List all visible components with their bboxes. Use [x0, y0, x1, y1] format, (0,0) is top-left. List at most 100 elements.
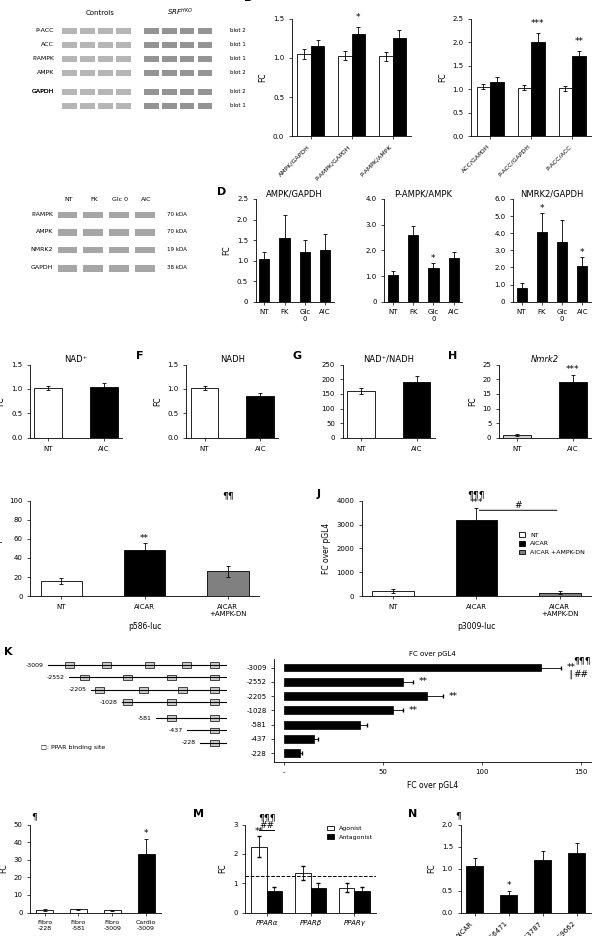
- Bar: [116, 89, 131, 95]
- Y-axis label: FC: FC: [153, 397, 162, 406]
- Title: AMPK/GAPDH: AMPK/GAPDH: [267, 189, 323, 198]
- Text: K: K: [4, 647, 13, 657]
- Bar: [568, 853, 585, 913]
- Bar: [137, 855, 154, 913]
- Text: *: *: [144, 829, 148, 838]
- Y-axis label: FC: FC: [223, 245, 231, 256]
- Bar: [104, 911, 121, 913]
- Text: ¶¶¶: ¶¶¶: [468, 490, 485, 499]
- Text: #: #: [514, 501, 522, 510]
- Y-axis label: FC: FC: [468, 397, 477, 406]
- Text: GAPDH: GAPDH: [32, 89, 54, 94]
- Bar: [135, 212, 155, 218]
- Bar: [180, 56, 194, 63]
- Bar: [167, 715, 176, 721]
- Legend: NT, AICAR, AICAR +AMPK-DN: NT, AICAR, AICAR +AMPK-DN: [517, 530, 588, 558]
- Bar: [210, 675, 219, 680]
- Bar: [124, 550, 165, 596]
- Text: ¶¶¶: ¶¶¶: [258, 813, 276, 822]
- Bar: [531, 42, 545, 136]
- Y-axis label: FC: FC: [438, 73, 447, 82]
- Bar: [83, 246, 103, 254]
- Bar: [144, 42, 159, 49]
- Text: AIC: AIC: [140, 197, 151, 202]
- Bar: [135, 265, 155, 271]
- Bar: [259, 258, 270, 301]
- Bar: [116, 70, 131, 77]
- Text: NT: NT: [64, 197, 72, 202]
- Text: AMPK: AMPK: [36, 229, 53, 234]
- Bar: [144, 56, 159, 63]
- Bar: [57, 212, 77, 218]
- Bar: [311, 887, 326, 913]
- Text: -2205: -2205: [69, 687, 87, 693]
- Bar: [558, 88, 572, 136]
- Bar: [135, 246, 155, 254]
- Text: blot 2: blot 2: [230, 70, 245, 75]
- Text: AMPK: AMPK: [37, 70, 54, 75]
- Text: D: D: [216, 186, 226, 197]
- Bar: [285, 735, 314, 743]
- Bar: [210, 699, 219, 705]
- Bar: [36, 910, 53, 913]
- Bar: [180, 89, 194, 95]
- Bar: [57, 246, 77, 254]
- Bar: [116, 28, 131, 35]
- Text: GAPDH: GAPDH: [32, 89, 54, 94]
- Text: Glc 0: Glc 0: [112, 197, 128, 202]
- Bar: [162, 103, 177, 110]
- Bar: [539, 592, 581, 596]
- Bar: [180, 70, 194, 77]
- Bar: [449, 258, 459, 301]
- Text: G: G: [292, 351, 302, 361]
- Text: **: **: [449, 692, 458, 700]
- Bar: [65, 663, 74, 668]
- Text: 70 kDA: 70 kDA: [167, 212, 187, 217]
- Bar: [456, 519, 497, 596]
- Bar: [98, 103, 113, 110]
- Bar: [101, 663, 111, 668]
- Bar: [98, 70, 113, 77]
- Bar: [109, 212, 129, 218]
- Bar: [517, 288, 526, 301]
- Bar: [285, 692, 427, 700]
- Bar: [557, 241, 567, 301]
- Bar: [162, 28, 177, 35]
- Text: *: *: [507, 882, 511, 890]
- Bar: [251, 846, 267, 913]
- X-axis label: p3009-luc: p3009-luc: [457, 622, 496, 632]
- Bar: [109, 229, 129, 236]
- Title: NADH: NADH: [220, 355, 245, 364]
- Bar: [80, 675, 89, 680]
- Bar: [198, 28, 212, 35]
- Text: $SRF^{HKO}$: $SRF^{HKO}$: [166, 7, 193, 18]
- Bar: [247, 396, 274, 438]
- Bar: [135, 229, 155, 236]
- Bar: [198, 56, 212, 63]
- Bar: [167, 675, 176, 680]
- Bar: [90, 387, 118, 438]
- Bar: [467, 867, 484, 913]
- Y-axis label: FC: FC: [219, 864, 228, 873]
- Bar: [116, 103, 131, 110]
- Text: ##: ##: [259, 821, 274, 830]
- Text: ¶: ¶: [31, 812, 37, 821]
- Bar: [98, 89, 113, 95]
- Bar: [285, 707, 393, 714]
- Bar: [311, 46, 324, 136]
- Bar: [178, 687, 187, 693]
- Bar: [70, 910, 87, 913]
- Bar: [428, 269, 438, 301]
- Bar: [80, 103, 95, 110]
- Title: NAD⁺: NAD⁺: [65, 355, 87, 364]
- Bar: [144, 103, 159, 110]
- Text: **: **: [254, 827, 264, 836]
- Bar: [139, 687, 148, 693]
- Text: blot 1: blot 1: [230, 42, 245, 47]
- Legend: Agonist, Antagonist: Agonist, Antagonist: [325, 824, 375, 842]
- Bar: [80, 56, 95, 63]
- Bar: [300, 253, 310, 301]
- Bar: [180, 42, 194, 49]
- Text: 70 kDA: 70 kDA: [167, 229, 187, 234]
- Bar: [63, 42, 77, 49]
